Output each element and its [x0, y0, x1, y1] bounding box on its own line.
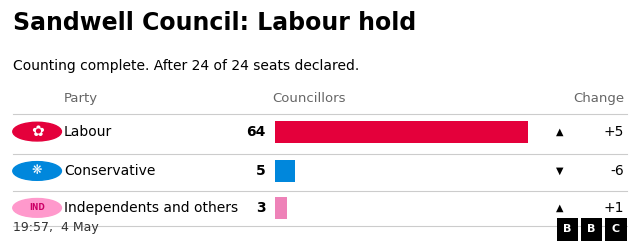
- Text: +5: +5: [604, 125, 624, 138]
- Text: ✿: ✿: [31, 124, 44, 139]
- FancyBboxPatch shape: [275, 121, 528, 143]
- Text: Counting complete. After 24 of 24 seats declared.: Counting complete. After 24 of 24 seats …: [13, 59, 359, 73]
- Text: +1: +1: [604, 201, 624, 215]
- Text: 64: 64: [246, 125, 266, 138]
- Text: Councillors: Councillors: [272, 92, 346, 105]
- Text: Labour: Labour: [64, 125, 112, 138]
- Text: -6: -6: [611, 164, 624, 178]
- Circle shape: [13, 122, 61, 141]
- Text: IND: IND: [29, 203, 45, 212]
- FancyBboxPatch shape: [581, 218, 602, 241]
- Text: ▲: ▲: [556, 203, 564, 213]
- Text: Conservative: Conservative: [64, 164, 156, 178]
- Text: Party: Party: [64, 92, 98, 105]
- Text: 3: 3: [256, 201, 266, 215]
- Text: B: B: [588, 224, 596, 234]
- FancyBboxPatch shape: [275, 197, 287, 219]
- Text: ▼: ▼: [556, 166, 564, 176]
- Text: Change: Change: [573, 92, 624, 105]
- Text: ▲: ▲: [556, 127, 564, 137]
- FancyBboxPatch shape: [557, 218, 578, 241]
- Text: B: B: [563, 224, 572, 234]
- Text: ❋: ❋: [32, 165, 42, 177]
- Text: Independents and others: Independents and others: [64, 201, 238, 215]
- Text: 19:57,  4 May: 19:57, 4 May: [13, 221, 99, 234]
- Text: 5: 5: [256, 164, 266, 178]
- Text: Sandwell Council: Labour hold: Sandwell Council: Labour hold: [13, 11, 416, 35]
- Circle shape: [13, 162, 61, 180]
- FancyBboxPatch shape: [605, 218, 627, 241]
- Text: C: C: [612, 224, 620, 234]
- Circle shape: [13, 199, 61, 217]
- FancyBboxPatch shape: [275, 160, 295, 182]
